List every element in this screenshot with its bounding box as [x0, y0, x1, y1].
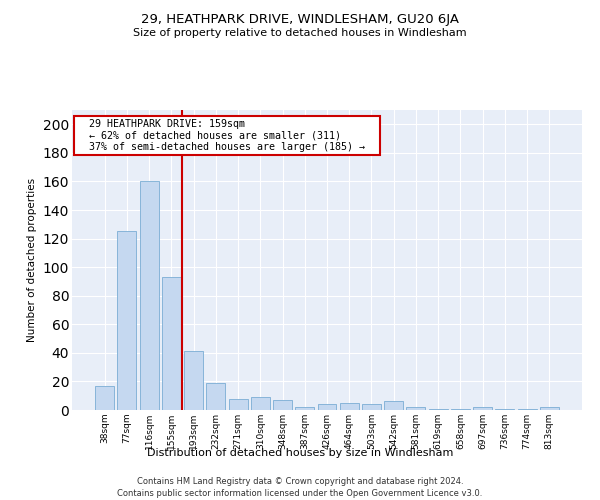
Text: Size of property relative to detached houses in Windlesham: Size of property relative to detached ho… [133, 28, 467, 38]
Text: 29, HEATHPARK DRIVE, WINDLESHAM, GU20 6JA: 29, HEATHPARK DRIVE, WINDLESHAM, GU20 6J… [141, 12, 459, 26]
Bar [473, 407, 492, 410]
Bar [184, 352, 203, 410]
Bar [406, 407, 425, 410]
Bar [206, 383, 225, 410]
Bar [451, 408, 470, 410]
Bar [140, 182, 158, 410]
Bar [496, 408, 514, 410]
Bar [429, 408, 448, 410]
Bar [95, 386, 114, 410]
Bar [518, 408, 536, 410]
Text: Contains HM Land Registry data © Crown copyright and database right 2024.: Contains HM Land Registry data © Crown c… [137, 478, 463, 486]
Text: 29 HEATHPARK DRIVE: 159sqm
  ← 62% of detached houses are smaller (311)
  37% of: 29 HEATHPARK DRIVE: 159sqm ← 62% of deta… [77, 119, 377, 152]
Y-axis label: Number of detached properties: Number of detached properties [27, 178, 37, 342]
Bar [162, 277, 181, 410]
Bar [295, 407, 314, 410]
Text: Distribution of detached houses by size in Windlesham: Distribution of detached houses by size … [147, 448, 453, 458]
Bar [251, 397, 270, 410]
Bar [273, 400, 292, 410]
Bar [317, 404, 337, 410]
Bar [340, 403, 359, 410]
Bar [362, 404, 381, 410]
Bar [118, 232, 136, 410]
Bar [229, 398, 248, 410]
Bar [384, 402, 403, 410]
Bar [540, 407, 559, 410]
Text: Contains public sector information licensed under the Open Government Licence v3: Contains public sector information licen… [118, 489, 482, 498]
